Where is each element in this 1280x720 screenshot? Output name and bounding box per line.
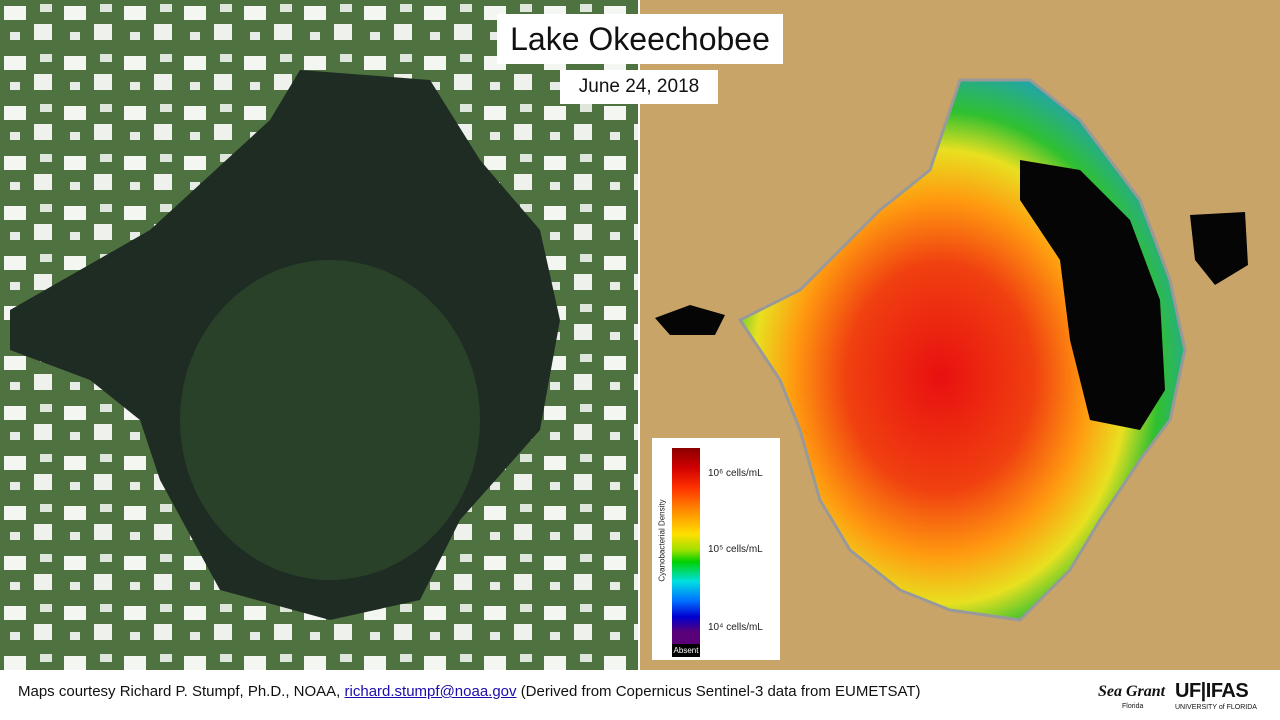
- credit: Maps courtesy Richard P. Stumpf, Ph.D., …: [18, 683, 341, 700]
- sea-grant-logo: Sea Grant: [1098, 683, 1166, 700]
- lake-algae-tint: [180, 260, 480, 580]
- clear-water: [655, 305, 725, 335]
- clear-water: [1020, 160, 1165, 430]
- legend: Absent Cyanobacterial Density 10⁶ cells/…: [652, 438, 780, 660]
- legend-label: 10⁴ cells/mL: [708, 622, 763, 633]
- email-link[interactable]: richard.stumpf@noaa.gov: [344, 683, 517, 700]
- legend-label: 10⁵ cells/mL: [708, 544, 763, 555]
- legend-axis-label: Cyanobacterial Density: [657, 499, 667, 582]
- color-scale: [672, 448, 700, 644]
- clear-water: [1190, 212, 1248, 285]
- absent-label: Absent: [672, 644, 700, 657]
- uf-ifas-logo: UF|IFAS: [1175, 680, 1249, 702]
- footer: Maps courtesy Richard P. Stumpf, Ph.D., …: [18, 683, 921, 700]
- sea-grant-sub: Florida: [1122, 703, 1144, 710]
- legend-label: 10⁶ cells/mL: [708, 468, 763, 479]
- title: Lake Okeechobee: [497, 14, 783, 64]
- divider: [638, 0, 640, 670]
- source: (Derived from Copernicus Sentinel-3 data…: [520, 683, 921, 700]
- uf-sub: UNIVERSITY of FLORIDA: [1175, 704, 1257, 711]
- date: June 24, 2018: [560, 70, 718, 104]
